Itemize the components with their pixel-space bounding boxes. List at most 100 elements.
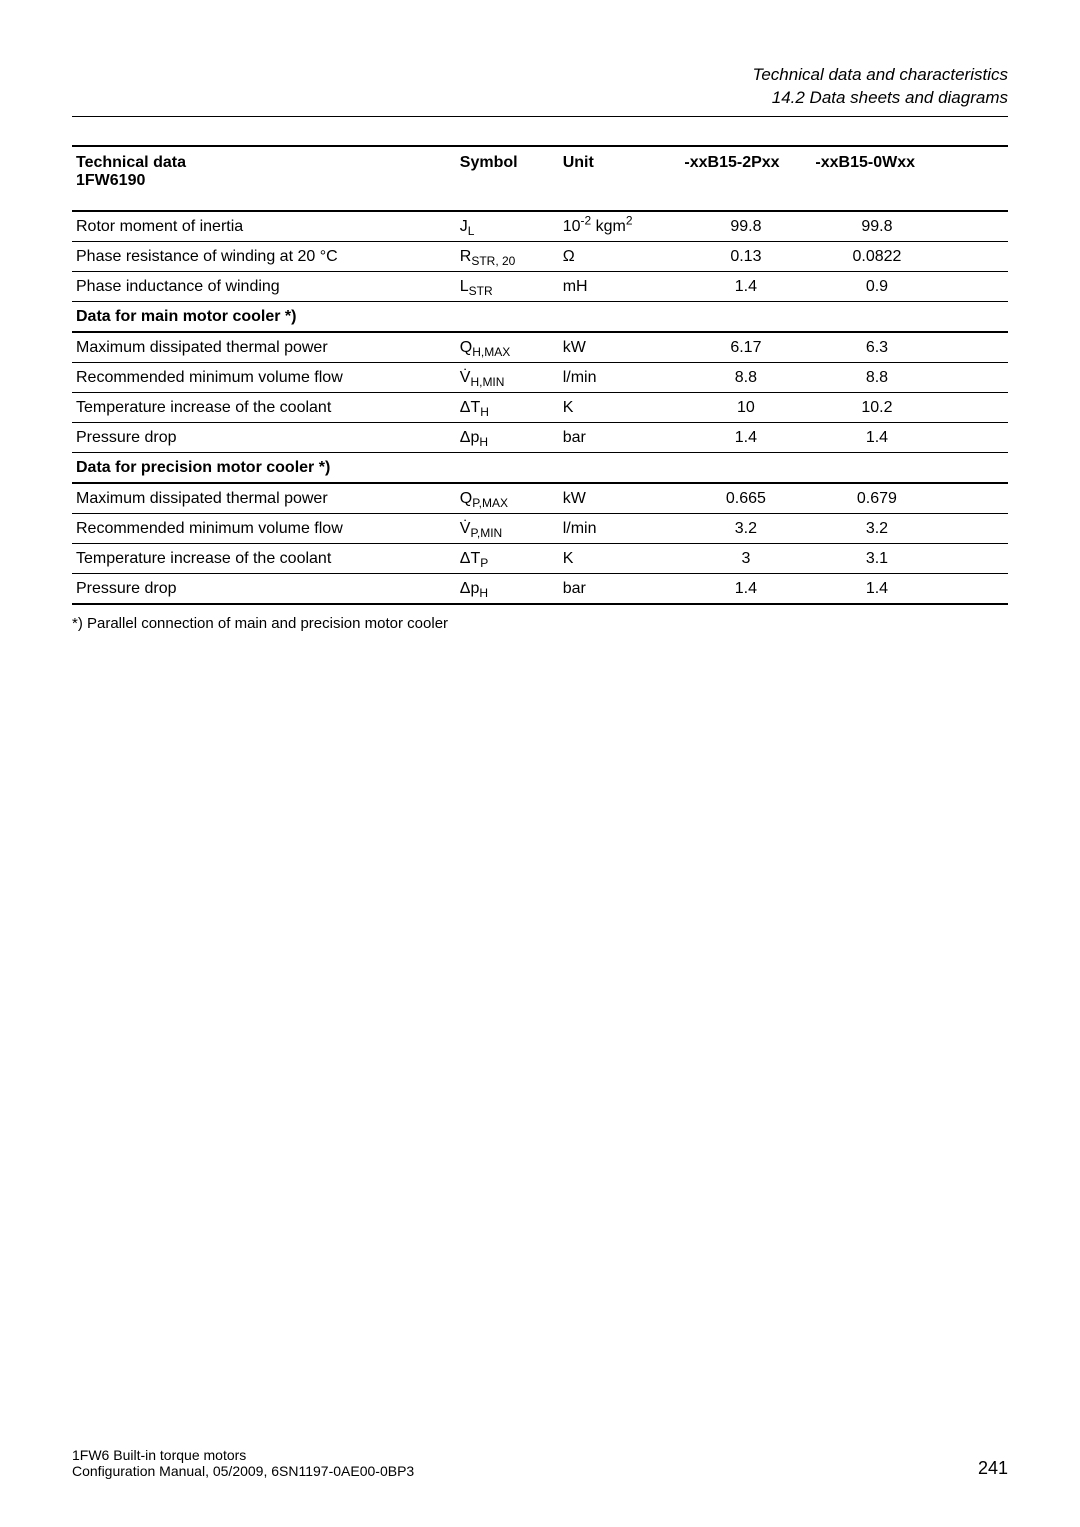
row-unit: 10-2 kgm2 (559, 211, 681, 242)
section-main-cooler-label: Data for main motor cooler *) (72, 301, 1008, 332)
table-row: Maximum dissipated thermal powerQH,MAXkW… (72, 332, 1008, 363)
row-unit: mH (559, 271, 681, 301)
row-spacer (942, 362, 1008, 392)
row-value-1: 8.8 (680, 362, 811, 392)
row-symbol: QH,MAX (456, 332, 559, 363)
row-value-2: 0.0822 (811, 241, 942, 271)
col-variant-2: -xxB15-0Wxx (811, 146, 942, 211)
page-header: Technical data and characteristics 14.2 … (72, 64, 1008, 117)
row-unit: Ω (559, 241, 681, 271)
row-value-1: 3.2 (680, 513, 811, 543)
row-label: Maximum dissipated thermal power (72, 483, 456, 514)
row-spacer (942, 513, 1008, 543)
row-value-1: 3 (680, 543, 811, 573)
row-value-2: 6.3 (811, 332, 942, 363)
row-value-1: 1.4 (680, 271, 811, 301)
row-unit: l/min (559, 513, 681, 543)
row-value-2: 0.679 (811, 483, 942, 514)
footer-line-1: 1FW6 Built-in torque motors (72, 1447, 414, 1463)
row-value-1: 6.17 (680, 332, 811, 363)
table-row: Temperature increase of the coolantΔTHK1… (72, 392, 1008, 422)
row-value-2: 10.2 (811, 392, 942, 422)
col-label: Technical data 1FW6190 (72, 146, 456, 211)
table-row: Pressure dropΔpHbar1.41.4 (72, 422, 1008, 452)
page-number: 241 (978, 1458, 1008, 1479)
row-spacer (942, 211, 1008, 242)
row-spacer (942, 573, 1008, 604)
table-row: Rotor moment of inertiaJL10-2 kgm299.899… (72, 211, 1008, 242)
row-symbol: V̇P,MIN (456, 513, 559, 543)
row-unit: l/min (559, 362, 681, 392)
technical-data-table: Technical data 1FW6190 Symbol Unit -xxB1… (72, 145, 1008, 605)
page-footer: 1FW6 Built-in torque motors Configuratio… (72, 1439, 1008, 1479)
col-unit: Unit (559, 146, 681, 211)
footer-line-2: Configuration Manual, 05/2009, 6SN1197-0… (72, 1463, 414, 1479)
row-symbol: V̇H,MIN (456, 362, 559, 392)
row-label: Pressure drop (72, 422, 456, 452)
row-label: Recommended minimum volume flow (72, 362, 456, 392)
table-row: Phase resistance of winding at 20 °CRSTR… (72, 241, 1008, 271)
row-spacer (942, 543, 1008, 573)
row-value-2: 1.4 (811, 573, 942, 604)
row-unit: kW (559, 332, 681, 363)
table-row: Maximum dissipated thermal powerQP,MAXkW… (72, 483, 1008, 514)
row-symbol: LSTR (456, 271, 559, 301)
row-label: Phase inductance of winding (72, 271, 456, 301)
row-value-2: 8.8 (811, 362, 942, 392)
table-row: Pressure dropΔpHbar1.41.4 (72, 573, 1008, 604)
row-symbol: ΔpH (456, 573, 559, 604)
col-variant-1: -xxB15-2Pxx (680, 146, 811, 211)
row-value-1: 1.4 (680, 422, 811, 452)
table-header-row: Technical data 1FW6190 Symbol Unit -xxB1… (72, 146, 1008, 211)
row-value-1: 1.4 (680, 573, 811, 604)
row-spacer (942, 271, 1008, 301)
footer-left: 1FW6 Built-in torque motors Configuratio… (72, 1447, 414, 1479)
row-unit: K (559, 543, 681, 573)
header-line-1: Technical data and characteristics (72, 64, 1008, 87)
table-row: Temperature increase of the coolantΔTPK3… (72, 543, 1008, 573)
col-symbol: Symbol (456, 146, 559, 211)
row-value-1: 10 (680, 392, 811, 422)
col-spacer (942, 146, 1008, 211)
row-value-1: 0.13 (680, 241, 811, 271)
section-precision-cooler: Data for precision motor cooler *) (72, 452, 1008, 483)
row-value-2: 99.8 (811, 211, 942, 242)
row-label: Pressure drop (72, 573, 456, 604)
row-spacer (942, 241, 1008, 271)
row-symbol: ΔTH (456, 392, 559, 422)
row-value-2: 3.2 (811, 513, 942, 543)
row-value-2: 1.4 (811, 422, 942, 452)
section-main-cooler: Data for main motor cooler *) (72, 301, 1008, 332)
row-symbol: RSTR, 20 (456, 241, 559, 271)
row-unit: bar (559, 573, 681, 604)
row-unit: bar (559, 422, 681, 452)
row-spacer (942, 332, 1008, 363)
table-row: Recommended minimum volume flowV̇H,MINl/… (72, 362, 1008, 392)
row-label: Recommended minimum volume flow (72, 513, 456, 543)
row-value-1: 99.8 (680, 211, 811, 242)
section-precision-cooler-label: Data for precision motor cooler *) (72, 452, 1008, 483)
row-symbol: JL (456, 211, 559, 242)
row-spacer (942, 392, 1008, 422)
row-symbol: ΔTP (456, 543, 559, 573)
header-line-2: 14.2 Data sheets and diagrams (72, 87, 1008, 110)
row-value-2: 3.1 (811, 543, 942, 573)
row-spacer (942, 422, 1008, 452)
row-unit: K (559, 392, 681, 422)
row-label: Temperature increase of the coolant (72, 543, 456, 573)
row-symbol: ΔpH (456, 422, 559, 452)
footnote: *) Parallel connection of main and preci… (72, 615, 1008, 632)
row-spacer (942, 483, 1008, 514)
col-label-text: Technical data (76, 154, 186, 171)
col-model-text: 1FW6190 (76, 172, 145, 189)
row-unit: kW (559, 483, 681, 514)
table-row: Recommended minimum volume flowV̇P,MINl/… (72, 513, 1008, 543)
row-value-2: 0.9 (811, 271, 942, 301)
row-symbol: QP,MAX (456, 483, 559, 514)
row-label: Rotor moment of inertia (72, 211, 456, 242)
table-row: Phase inductance of windingLSTRmH1.40.9 (72, 271, 1008, 301)
row-label: Maximum dissipated thermal power (72, 332, 456, 363)
row-label: Phase resistance of winding at 20 °C (72, 241, 456, 271)
row-label: Temperature increase of the coolant (72, 392, 456, 422)
row-value-1: 0.665 (680, 483, 811, 514)
